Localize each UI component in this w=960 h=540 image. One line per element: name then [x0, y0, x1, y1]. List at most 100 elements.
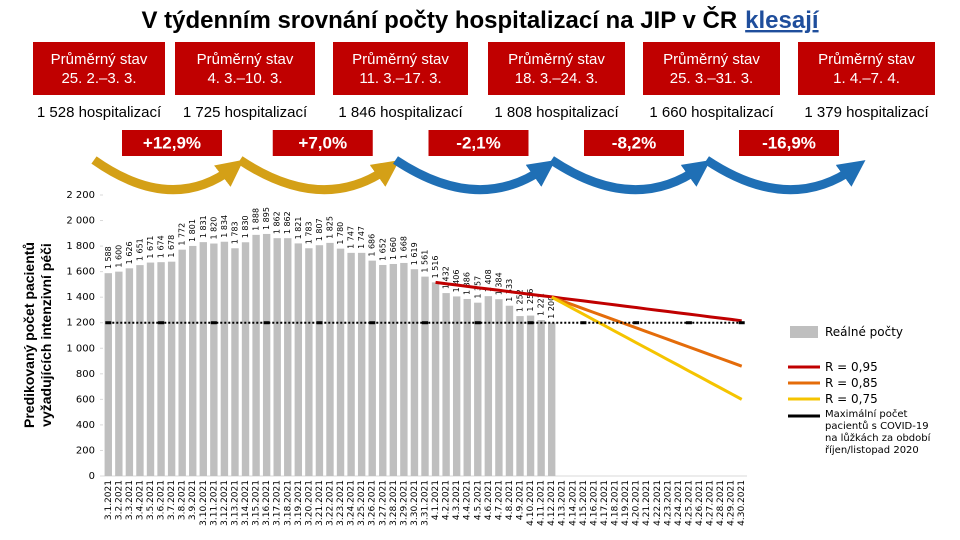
bar-value-label: 1 888: [252, 208, 261, 231]
bar: [389, 263, 398, 476]
bar-value-label: 1 895: [262, 207, 271, 230]
bar-value-label: 1 588: [104, 246, 113, 269]
x-tick-label: 3.17.2021: [273, 480, 283, 526]
bar-value-label: 1 678: [167, 235, 176, 258]
bar-value-label: 1 772: [178, 223, 187, 246]
y-tick-label: 1 200: [66, 318, 95, 329]
x-tick-label: 3.29.2021: [399, 480, 409, 526]
bar-value-label: 1 862: [273, 211, 282, 234]
period-label: Průměrný stav: [663, 51, 760, 68]
bar-value-label: 1 668: [399, 236, 408, 259]
title-text: V týdenním srovnání počty hospitalizací …: [141, 6, 737, 34]
x-tick-label: 4.11.2021: [537, 480, 547, 526]
x-tick-label: 3.3.2021: [125, 480, 135, 520]
x-tick-label: 4.27.2021: [706, 480, 716, 526]
x-tick-label: 4.4.2021: [463, 480, 473, 520]
period-range: 18. 3.–24. 3.: [515, 70, 598, 87]
period-box: [798, 42, 935, 95]
period-count: 1 808 hospitalizací: [494, 104, 619, 121]
bar-value-label: 1 256: [526, 289, 535, 312]
change-label: -16,9%: [762, 133, 816, 152]
period-range: 25. 2.–3. 3.: [61, 70, 136, 87]
bar: [516, 316, 524, 476]
legend-label: R = 0,75: [825, 392, 878, 406]
change-box: [428, 130, 529, 156]
x-tick-label: 3.9.2021: [188, 480, 198, 520]
x-tick-label: 3.7.2021: [167, 480, 177, 520]
x-tick-label: 3.24.2021: [347, 480, 357, 526]
x-tick-label: 3.22.2021: [325, 480, 335, 526]
x-tick-label: 4.13.2021: [558, 480, 568, 526]
period-label: Průměrný stav: [818, 51, 915, 68]
bar-value-label: 1 432: [442, 266, 451, 289]
slide-title: V týdenním srovnání počty hospitalizací …: [141, 6, 819, 34]
x-tick-label: 3.21.2021: [315, 480, 325, 526]
bar-value-label: 1 671: [146, 236, 155, 259]
bar: [273, 238, 281, 476]
y-tick-label: 0: [89, 471, 95, 482]
title-link[interactable]: klesají: [745, 7, 820, 34]
bar: [241, 242, 250, 476]
bar-value-label: 1 686: [368, 234, 377, 257]
bar: [125, 268, 134, 476]
bar-value-label: 1 384: [494, 272, 503, 295]
period-box: [488, 42, 625, 95]
bar: [357, 252, 366, 476]
bar-value-label: 1 516: [431, 255, 440, 278]
bar-value-label: 1 747: [347, 226, 356, 249]
bar-value-label: 1 652: [378, 238, 387, 261]
bar: [284, 238, 292, 476]
change-arrow: [393, 156, 556, 195]
bar-value-label: 1 825: [325, 216, 334, 239]
x-tick-label: 3.10.2021: [199, 480, 209, 526]
x-tick-label: 4.26.2021: [695, 480, 705, 526]
bar: [537, 320, 545, 476]
x-tick-label: 4.29.2021: [727, 480, 737, 526]
bar-value-label: 1 619: [410, 242, 419, 265]
y-tick-label: 1 400: [66, 292, 95, 303]
change-arrow: [237, 156, 400, 195]
bar: [210, 243, 218, 476]
bar-value-label: 1 820: [209, 217, 218, 240]
x-tick-label: 3.30.2021: [410, 480, 420, 526]
x-tick-label: 3.13.2021: [230, 480, 240, 526]
x-tick-label: 4.21.2021: [642, 480, 652, 526]
y-tick-label: 600: [76, 394, 95, 405]
line: [551, 295, 743, 368]
change-arrow: [704, 156, 866, 195]
x-tick-label: 4.20.2021: [632, 480, 642, 526]
period-label: Průměrný stav: [352, 51, 449, 68]
bar: [442, 293, 450, 476]
change-arrow: [91, 156, 244, 195]
bar: [157, 262, 165, 476]
change-label: +12,9%: [143, 133, 201, 152]
bar-value-label: 1 406: [452, 270, 461, 293]
bar: [431, 282, 440, 476]
bar: [104, 273, 112, 476]
y-tick-label: 1 000: [66, 343, 95, 354]
bar: [252, 234, 260, 476]
x-tick-label: 3.2.2021: [114, 480, 124, 520]
bar-value-label: 1 651: [135, 238, 144, 261]
x-tick-label: 3.26.2021: [368, 480, 378, 526]
y-tick-label: 800: [76, 369, 95, 380]
bar: [189, 245, 197, 476]
change-box: [739, 130, 839, 156]
bar-value-label: 1 747: [357, 226, 366, 249]
bar: [452, 296, 461, 476]
bar-value-label: 1 807: [315, 218, 324, 241]
x-tick-label: 3.6.2021: [157, 480, 167, 520]
bar: [463, 298, 471, 476]
bar-value-label: 1 831: [199, 215, 208, 238]
x-tick-label: 4.24.2021: [674, 480, 684, 526]
period-count: 1 725 hospitalizací: [183, 104, 308, 121]
bar: [368, 260, 376, 476]
line: [435, 280, 742, 323]
bar: [136, 265, 144, 476]
bar: [294, 243, 303, 476]
period-label: Průměrný stav: [508, 51, 605, 68]
period-box: [333, 42, 468, 95]
x-tick-label: 4.18.2021: [611, 480, 621, 526]
bar: [547, 322, 556, 476]
